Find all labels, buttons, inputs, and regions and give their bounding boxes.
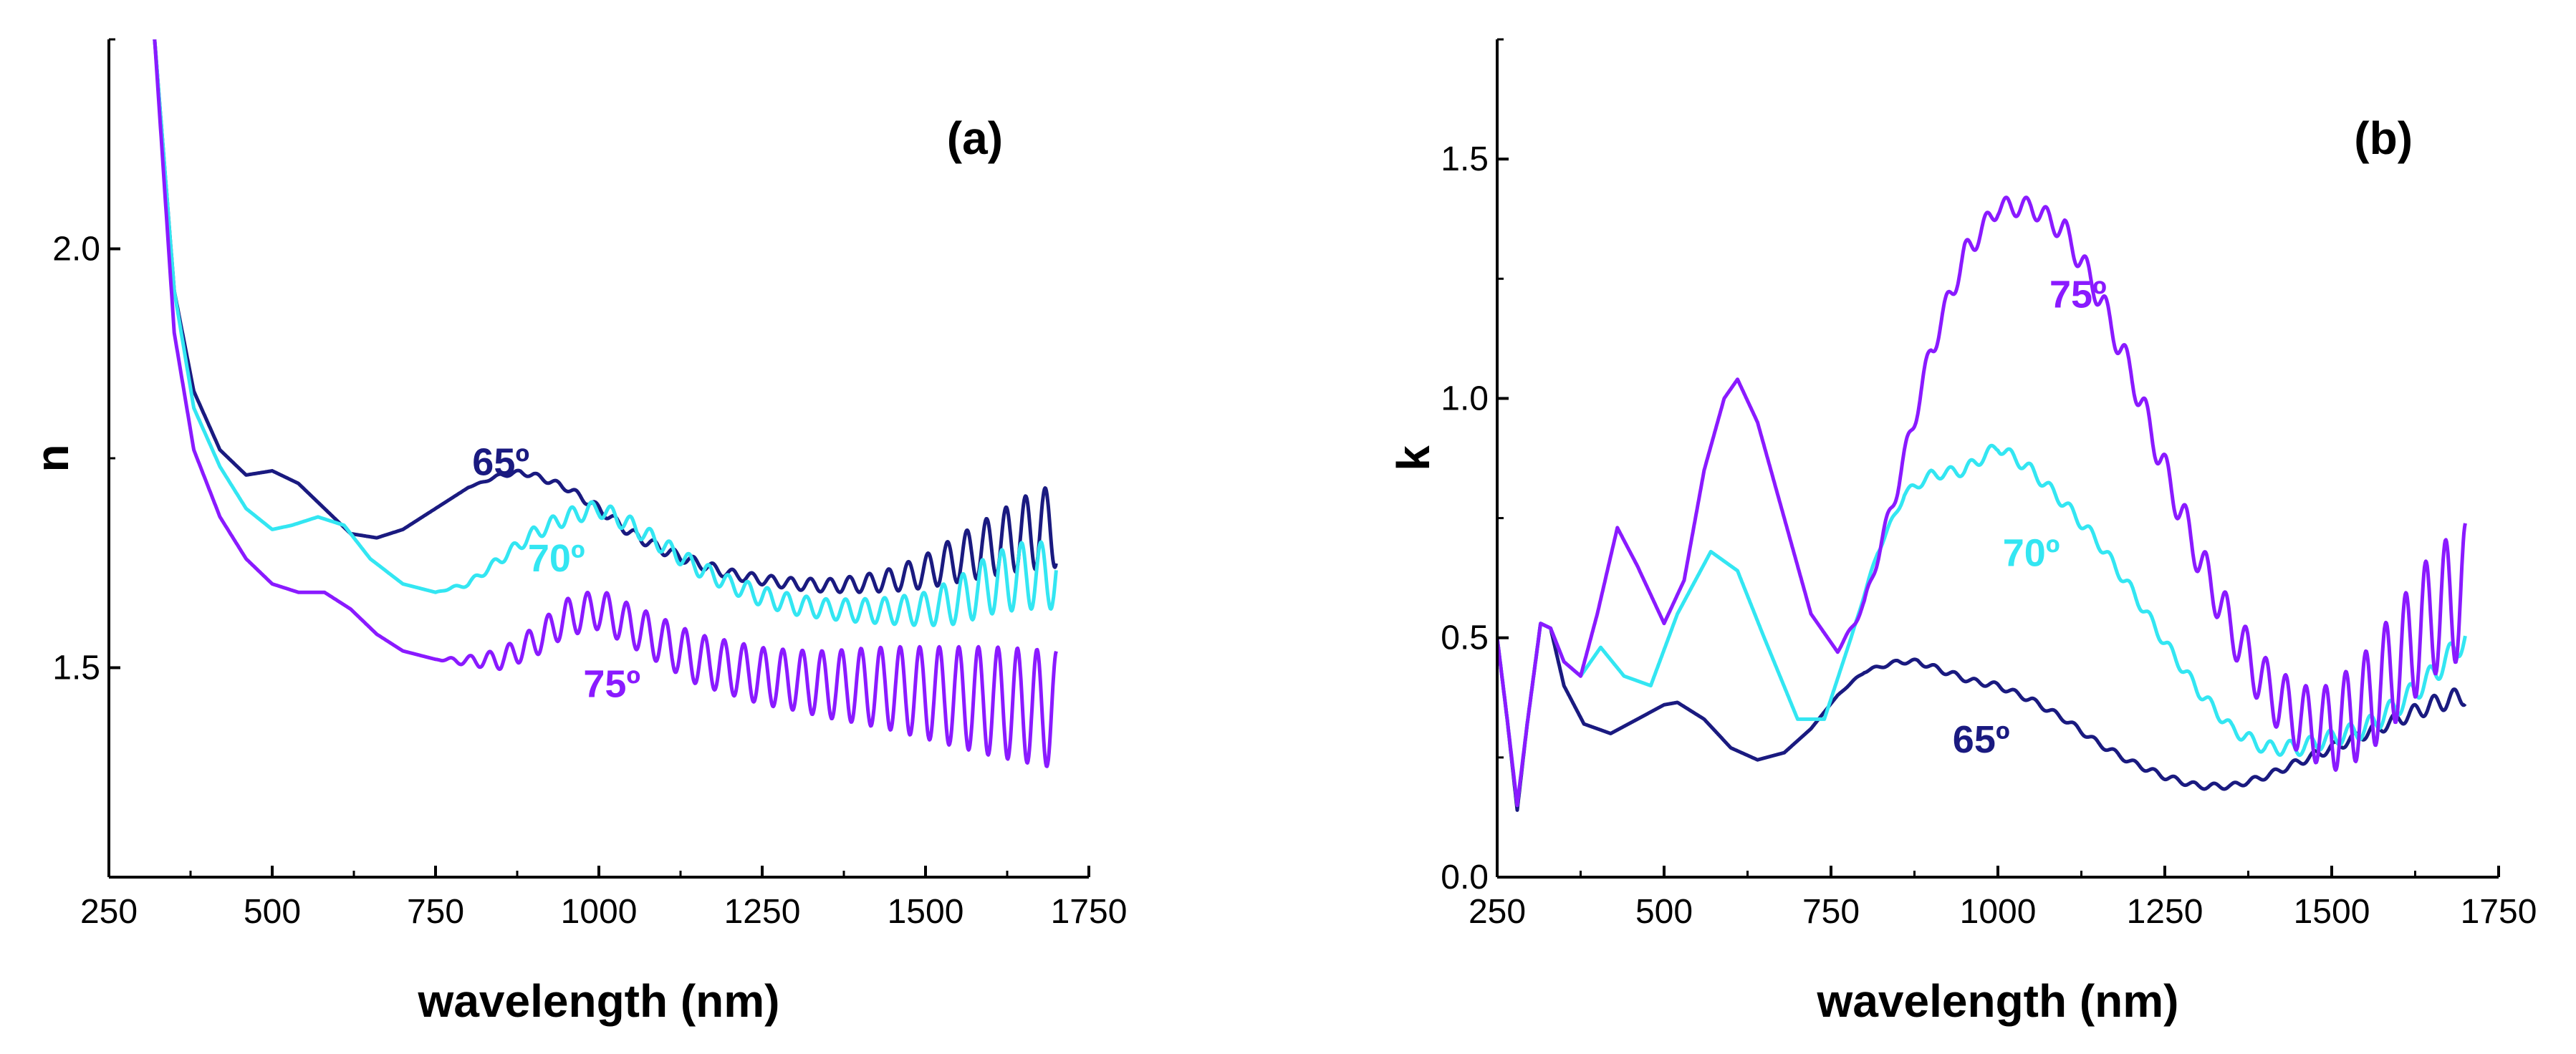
series-annotation: 75º: [583, 662, 640, 705]
y-tick-label: 1.5: [1441, 140, 1489, 178]
y-tick-label: 2.0: [52, 231, 100, 269]
series-annotation: 65º: [472, 440, 529, 483]
x-tick-label: 1500: [888, 893, 964, 931]
y-axis-title: n: [27, 444, 78, 472]
series-line-70: [1497, 443, 2467, 808]
x-axis-title: wavelength (nm): [1817, 975, 2179, 1027]
series-annotation: 65º: [1953, 718, 2010, 761]
x-tick-label: 750: [407, 893, 464, 931]
x-tick-label: 1250: [2127, 893, 2203, 931]
panel-b: 250 500 750 1000 1250 1500 1750 0.0 0.5 1.0 1.5 wav…: [1388, 38, 2537, 1027]
x-tick-label: 1000: [561, 893, 638, 931]
plot-area: [153, 39, 1058, 768]
panel-a: 250 500 750 1000 1250 1500 1750 1.5 2.0 wavelengt…: [27, 38, 1128, 1027]
series-line-65: [153, 39, 1058, 594]
x-tick-label: 250: [80, 893, 138, 931]
series-annotation: 70º: [528, 537, 585, 580]
series-annotation: 75º: [2049, 273, 2107, 316]
x-tick-label: 1750: [2461, 893, 2537, 931]
y-tick-label: 1.0: [1441, 379, 1489, 417]
panel-label: (b): [2354, 112, 2413, 164]
series-line-75: [153, 39, 1058, 768]
x-tick-label: 750: [1802, 893, 1860, 931]
x-tick-label: 1000: [1960, 893, 2037, 931]
x-axis-title: wavelength (nm): [418, 975, 780, 1027]
x-tick-label: 250: [1469, 893, 1526, 931]
plot-area: [1497, 195, 2467, 812]
series-annotation: 70º: [2003, 531, 2060, 574]
y-tick-label: 0.0: [1441, 859, 1489, 896]
y-tick-label: 0.5: [1441, 619, 1489, 657]
x-tick-label: 1250: [724, 893, 801, 931]
x-tick-label: 1500: [2294, 893, 2370, 931]
x-tick-label: 500: [244, 893, 301, 931]
y-tick-label: 1.5: [52, 649, 100, 687]
x-tick-label: 500: [1635, 893, 1693, 931]
x-tick-label: 1750: [1051, 893, 1128, 931]
series-line-75: [1497, 195, 2467, 808]
y-axis-title: k: [1388, 445, 1439, 471]
series-line-70: [153, 39, 1058, 627]
series-line-65: [1497, 622, 2467, 812]
panel-label: (a): [947, 112, 1003, 164]
